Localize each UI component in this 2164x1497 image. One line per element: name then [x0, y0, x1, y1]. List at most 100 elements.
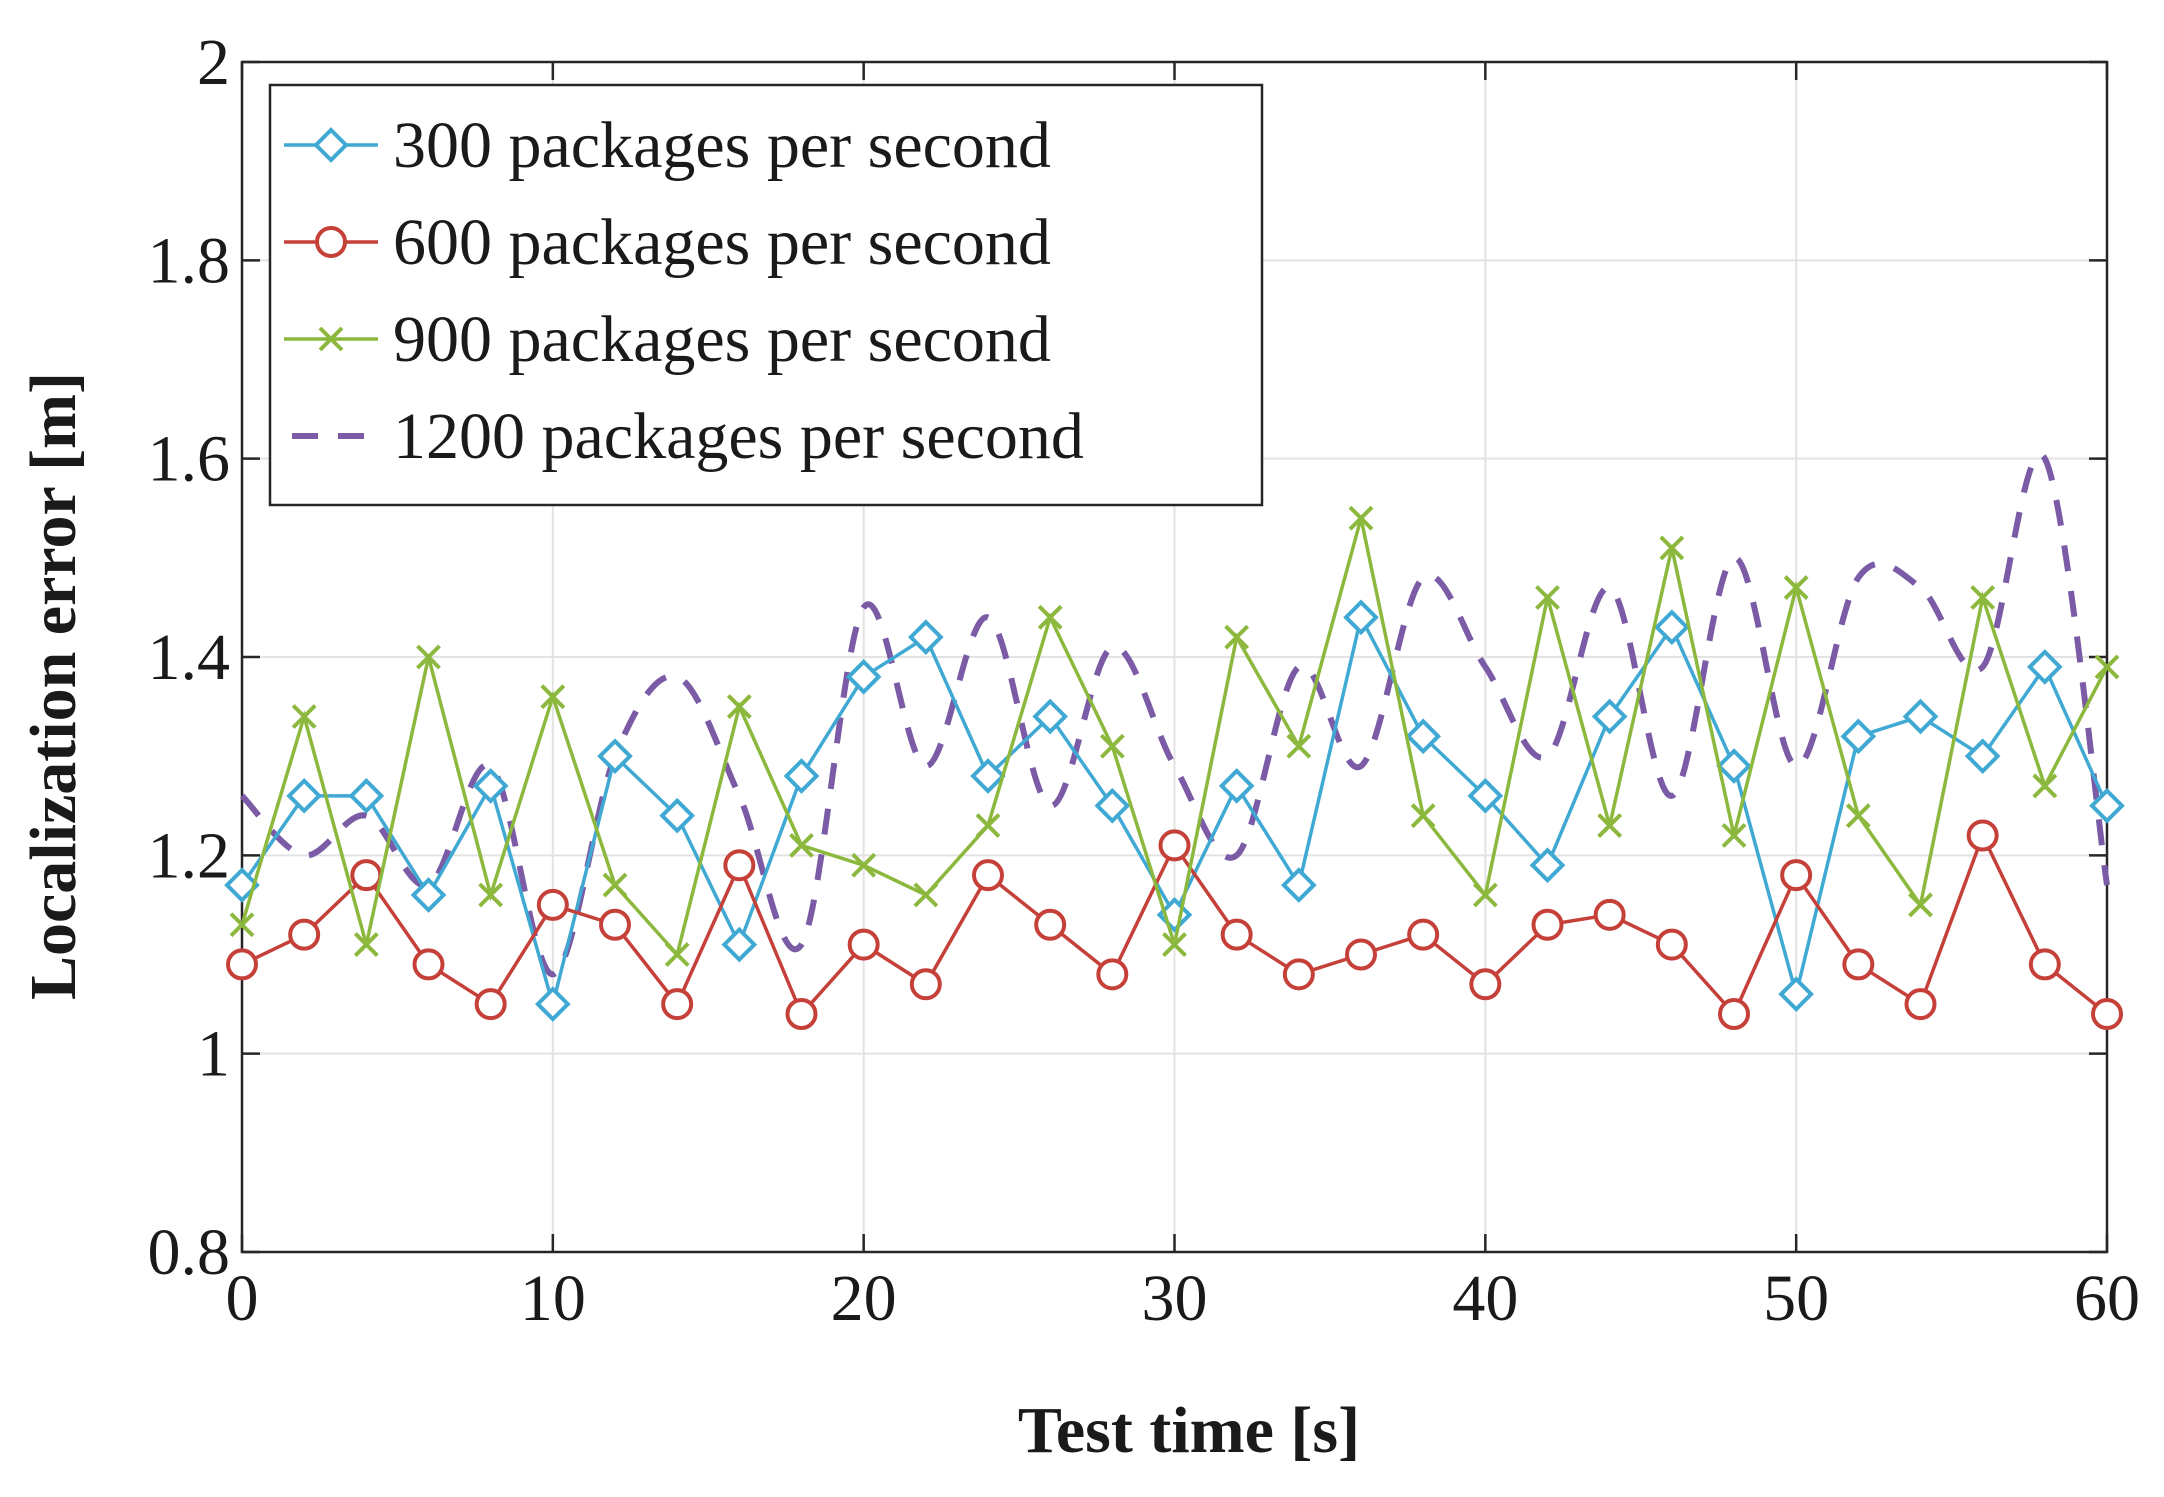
data-point — [1282, 958, 1315, 991]
series-2 — [226, 819, 2123, 1030]
data-point — [1591, 698, 1628, 735]
data-point-shape — [288, 918, 321, 951]
data-point — [659, 797, 695, 834]
data-point-stroke — [1037, 604, 1063, 630]
data-point — [721, 926, 758, 963]
data-point-shape — [1531, 908, 1564, 941]
data-point — [723, 849, 756, 882]
data-point-shape — [2089, 787, 2125, 824]
data-point — [1535, 585, 1560, 610]
data-point-stroke — [1410, 803, 1436, 829]
data-point-stroke — [1659, 535, 1685, 561]
data-point-shape — [412, 948, 445, 981]
data-point — [474, 988, 507, 1021]
data-point-shape — [1032, 698, 1068, 735]
y-tick-label: 0.8 — [148, 1216, 231, 1289]
data-point — [291, 704, 317, 729]
data-point-shape — [1281, 867, 1317, 903]
data-point — [410, 877, 447, 913]
y-tick-label: 1.2 — [148, 819, 231, 892]
data-point — [1343, 599, 1379, 636]
data-point-stroke — [1162, 932, 1187, 957]
series-group — [224, 451, 2125, 1030]
data-point — [1780, 859, 1813, 892]
data-point-stroke — [602, 872, 628, 898]
legend-item: 900 packages per second — [284, 303, 1051, 376]
data-point-shape — [1778, 976, 1814, 1012]
data-point — [1778, 976, 1814, 1012]
x-tick-label: 40 — [1452, 1262, 1518, 1335]
data-point-stroke — [1783, 575, 1809, 600]
data-point-shape — [1282, 958, 1315, 991]
data-point-shape — [1034, 908, 1067, 941]
data-point — [1099, 733, 1125, 759]
data-point-shape — [1218, 768, 1255, 804]
data-point — [908, 619, 944, 655]
data-point-shape — [1902, 698, 1939, 735]
data-point-shape — [1529, 847, 1566, 884]
legend-label: 300 packages per second — [393, 109, 1051, 182]
legend-marker-shape — [313, 127, 349, 163]
data-point-stroke — [291, 704, 317, 729]
data-point — [1783, 575, 1809, 600]
data-point — [2028, 948, 2061, 981]
x-tick-label: 0 — [226, 1262, 259, 1335]
data-point — [1469, 968, 1502, 1001]
data-point-shape — [1094, 787, 1131, 824]
data-point-stroke — [664, 942, 690, 967]
y-tick-label: 1.8 — [148, 224, 231, 297]
data-point — [1037, 604, 1063, 630]
data-point — [1094, 787, 1131, 824]
data-point-stroke — [478, 882, 504, 908]
y-tick-label: 1.6 — [148, 423, 231, 496]
data-point — [478, 882, 504, 908]
data-point-shape — [1718, 998, 1750, 1030]
data-point-shape — [1096, 958, 1129, 991]
data-point-stroke — [2094, 654, 2120, 680]
data-point — [1472, 882, 1498, 908]
data-point-shape — [1716, 748, 1752, 784]
data-point-shape — [286, 778, 322, 814]
data-point — [1158, 829, 1191, 862]
data-point-shape — [721, 926, 758, 963]
data-point — [1597, 813, 1623, 838]
legend-item: 1200 packages per second — [292, 400, 1084, 473]
data-point — [661, 988, 694, 1021]
data-point-stroke — [1908, 892, 1933, 918]
data-point — [1845, 803, 1871, 829]
data-point-shape — [845, 659, 882, 695]
data-point — [540, 684, 566, 710]
data-point — [412, 948, 445, 981]
data-point — [416, 644, 441, 670]
data-point-stroke — [353, 932, 379, 957]
legend-label: 1200 packages per second — [393, 400, 1084, 473]
data-point — [1224, 624, 1250, 650]
data-point-stroke — [2032, 773, 2058, 799]
data-point — [970, 758, 1006, 794]
data-point — [1970, 585, 1996, 610]
y-tick-label: 1.4 — [148, 621, 231, 694]
data-point — [1908, 892, 1933, 918]
data-point — [789, 833, 814, 858]
legend-marker — [315, 226, 347, 258]
data-point-shape — [723, 849, 756, 882]
data-point-shape — [535, 986, 571, 1022]
tick-labels: 0 10 20 30 40 50 60 0.8 1 1.2 1.4 1.6 1.8 2 — [148, 26, 2141, 1335]
data-point — [664, 942, 690, 967]
data-point — [1467, 778, 1504, 814]
data-point-shape — [1780, 859, 1813, 892]
data-point — [353, 932, 379, 957]
data-point — [1840, 718, 1877, 755]
legend-marker — [313, 127, 349, 163]
data-point-stroke — [416, 644, 441, 670]
data-point-shape — [474, 988, 507, 1021]
data-point-stroke — [540, 684, 566, 710]
data-point — [1716, 748, 1752, 784]
data-point — [1966, 819, 1999, 852]
data-point-shape — [908, 619, 944, 655]
data-point — [1286, 733, 1312, 759]
data-point-shape — [661, 988, 694, 1021]
data-point — [726, 694, 752, 719]
legend-box — [268, 83, 1264, 507]
data-point — [1281, 867, 1317, 903]
